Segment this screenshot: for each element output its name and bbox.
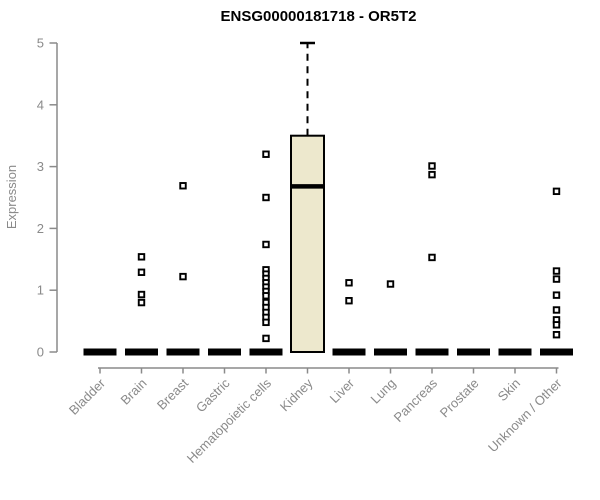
flat-box	[332, 348, 366, 356]
outlier-point	[262, 318, 270, 327]
flat-box	[457, 348, 490, 356]
category-label: Lung	[368, 376, 399, 407]
outlier-point	[137, 290, 146, 299]
outlier-point	[345, 279, 353, 287]
category-label: Bladder	[66, 375, 109, 418]
outlier-point	[552, 330, 561, 339]
flat-box	[415, 348, 449, 356]
outlier-point	[179, 272, 187, 281]
y-tick-label: 1	[37, 283, 44, 298]
outlier-point	[428, 162, 436, 170]
category-label: Breast	[154, 375, 191, 412]
box	[290, 134, 325, 353]
outlier-point	[552, 306, 561, 314]
outlier-point	[386, 280, 395, 288]
y-tick-label: 0	[37, 345, 44, 360]
y-tick-label: 4	[37, 97, 44, 112]
flat-box	[374, 348, 407, 356]
category-label: Unknown / Other	[485, 375, 565, 455]
outlier-point	[262, 240, 270, 249]
outlier-point	[552, 321, 561, 329]
y-tick-label: 5	[37, 36, 44, 51]
outlier-point	[552, 267, 561, 275]
outlier-point	[262, 150, 270, 158]
category-label: Prostate	[437, 376, 482, 421]
flat-box	[166, 348, 200, 356]
category-label: Liver	[327, 375, 358, 406]
flat-box	[125, 348, 158, 356]
category-label: Kidney	[277, 375, 316, 414]
outlier-point	[428, 170, 436, 179]
chart-title: ENSG00000181718 - OR5T2	[220, 8, 417, 25]
flat-box	[83, 348, 117, 356]
outlier-point	[262, 334, 270, 343]
outlier-point	[552, 291, 561, 299]
category-label: Skin	[495, 376, 523, 404]
outlier-point	[179, 182, 187, 190]
flat-box	[540, 348, 573, 356]
outlier-point	[552, 275, 561, 283]
flat-box	[498, 348, 532, 356]
category-label: Gastric	[193, 375, 233, 415]
outlier-point	[345, 297, 353, 305]
flat-box	[249, 348, 283, 356]
outlier-point	[262, 193, 270, 202]
y-tick-label: 3	[37, 159, 44, 174]
outlier-point	[428, 253, 436, 262]
outlier-point	[262, 292, 270, 300]
category-label: Pancreas	[391, 375, 441, 425]
outlier-point	[137, 268, 146, 276]
outlier-point	[137, 253, 146, 261]
y-tick-label: 2	[37, 221, 44, 236]
outlier-point	[137, 298, 146, 307]
flat-box	[208, 348, 241, 356]
outlier-point	[552, 187, 561, 196]
category-label: Brain	[118, 376, 150, 408]
